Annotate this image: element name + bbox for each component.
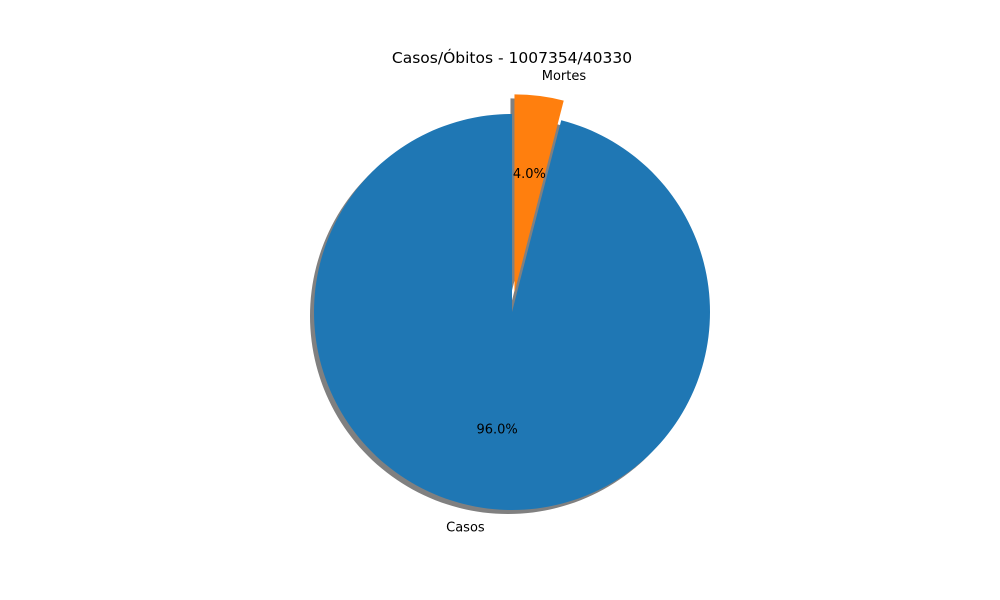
- slice-casos: [314, 114, 711, 510]
- pct-label-casos: 96.0%: [476, 422, 517, 437]
- pie-labels: Casos 96.0% Mortes 4.0%: [446, 69, 586, 536]
- slice-mortes: [514, 94, 564, 293]
- pct-label-mortes: 4.0%: [513, 167, 546, 182]
- pie-slices: [314, 94, 711, 510]
- slice-label-casos: Casos: [446, 521, 485, 536]
- slice-label-mortes: Mortes: [542, 69, 587, 84]
- chart-title: Casos/Óbitos - 1007354/40330: [392, 48, 632, 67]
